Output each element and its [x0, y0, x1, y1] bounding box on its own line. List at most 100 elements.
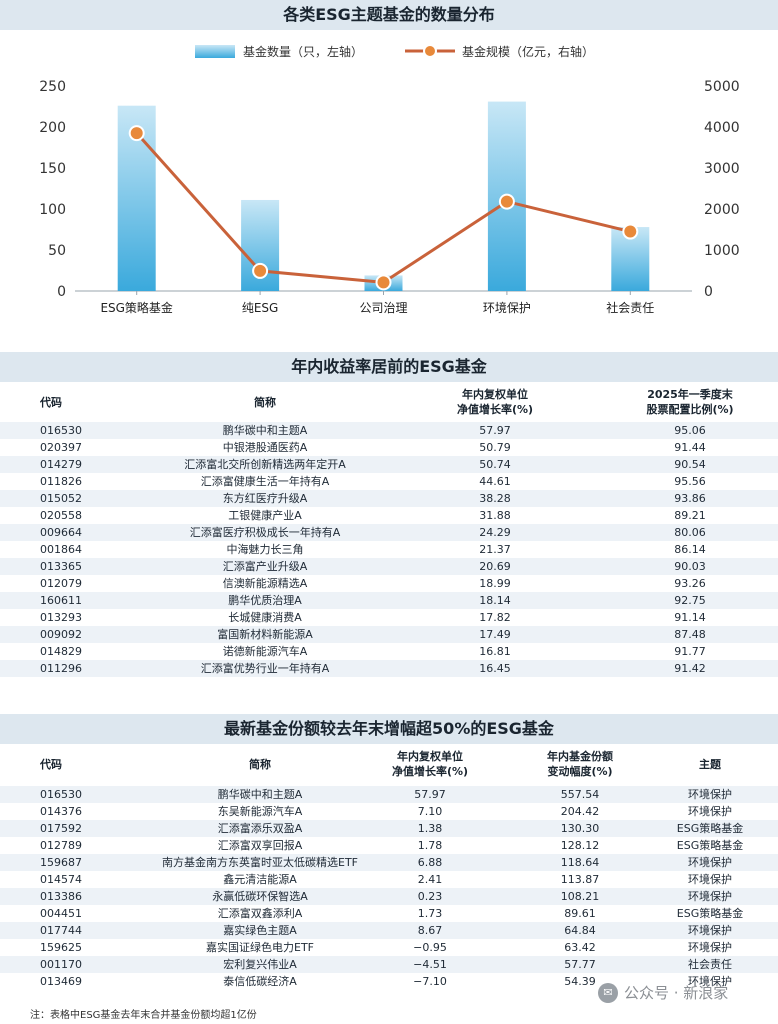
- table2-cell-chg: 57.77: [564, 958, 596, 971]
- table2-cell-name: 宏利复兴伟业A: [223, 958, 297, 971]
- table2-cell-chg: 54.39: [564, 975, 596, 988]
- table1-title: 年内收益率居前的ESG基金: [0, 352, 778, 382]
- table1-cell-ratio: 87.48: [674, 628, 706, 641]
- table1-cell-name: 富国新材料新能源A: [217, 628, 313, 641]
- table1-cell-ratio: 80.06: [674, 526, 706, 539]
- table2-cell-code: 017744: [40, 924, 82, 937]
- table2-cell-code: 159625: [40, 941, 82, 954]
- table2-cell-name: 嘉实绿色主题A: [223, 924, 297, 937]
- right-tick-label: 4000: [704, 120, 740, 136]
- table1-cell-ret: 50.79: [479, 441, 511, 454]
- table2-row: 013386 永赢低碳环保智选A 0.23 108.21 环境保护: [0, 888, 778, 905]
- table2-row: 014376 东吴新能源汽车A 7.10 204.42 环境保护: [0, 803, 778, 820]
- table1-row: 013365 汇添富产业升级A 20.69 90.03: [0, 558, 778, 575]
- x-tick-label: 公司治理: [359, 301, 407, 315]
- table2-cell-ret: 1.78: [417, 839, 443, 852]
- table2-row: 014574 鑫元清洁能源A 2.41 113.87 环境保护: [0, 871, 778, 888]
- table1-header-ret-line2: 净值增长率(%): [456, 403, 534, 416]
- table1-cell-code: 014279: [40, 458, 82, 471]
- table1-header-ret-line1: 年内复权单位: [462, 388, 528, 401]
- table1-cell-ret: 50.74: [479, 458, 511, 471]
- table1-row: 014829 诺德新能源汽车A 16.81 91.77: [0, 643, 778, 660]
- table2-cell-code: 014574: [40, 873, 82, 886]
- table1-row: 001864 中海魅力长三角 21.37 86.14: [0, 541, 778, 558]
- legend-bar-label: 基金数量（只，左轴）: [243, 44, 363, 59]
- table1-cell-ret: 16.81: [479, 645, 511, 658]
- table1-cell-code: 012079: [40, 577, 82, 590]
- table1-cell-ratio: 95.06: [674, 424, 706, 437]
- table1-cell-ret: 31.88: [479, 509, 511, 522]
- table2-cell-code: 014376: [40, 805, 82, 818]
- table2-header-chg-line2: 变动幅度(%): [547, 765, 613, 778]
- table1-cell-ratio: 92.75: [674, 594, 706, 607]
- scale-line: [135, 132, 631, 284]
- table1-cell-code: 016530: [40, 424, 82, 437]
- table2-cell-name: 汇添富双鑫添利A: [217, 907, 303, 920]
- table1-cell-ret: 18.99: [479, 577, 511, 590]
- table2-cell-chg: 118.64: [560, 856, 600, 869]
- right-tick-label: 3000: [704, 161, 740, 177]
- table1-cell-ret: 44.61: [479, 475, 511, 488]
- table1-cell-ratio: 89.21: [674, 509, 706, 522]
- table1-cell-name: 长城健康消费A: [228, 611, 302, 624]
- table2-cell-name: 永赢低碳环保智选A: [212, 890, 308, 903]
- table1-row: 013293 长城健康消费A 17.82 91.14: [0, 609, 778, 626]
- table2-cell-name: 嘉实国证绿色电力ETF: [206, 941, 314, 954]
- table2-row: 004451 汇添富双鑫添利A 1.73 89.61 ESG策略基金: [0, 905, 778, 922]
- table2-cell-chg: 63.42: [564, 941, 596, 954]
- table2-cell-name: 东吴新能源汽车A: [217, 805, 303, 818]
- table2-cell-theme: 环境保护: [688, 856, 732, 869]
- table1-row: 015052 东方红医疗升级A 38.28 93.86: [0, 490, 778, 507]
- table1-cell-code: 015052: [40, 492, 82, 505]
- table1-header: 代码 简称 年内复权单位 净值增长率(%) 2025年一季度末 股票配置比例(%…: [0, 388, 778, 420]
- x-tick-label: 社会责任: [606, 300, 654, 315]
- right-tick-label: 0: [704, 284, 713, 300]
- table2-cell-ret: −0.95: [413, 941, 447, 954]
- x-tick-label: ESG策略基金: [100, 300, 173, 315]
- table1-cell-ratio: 91.77: [674, 645, 706, 658]
- wechat-icon: ✉: [598, 982, 618, 1003]
- table2-cell-ret: 7.10: [417, 805, 443, 818]
- table1-row: 160611 鹏华优质治理A 18.14 92.75: [0, 592, 778, 609]
- table2-cell-theme: 环境保护: [688, 941, 732, 954]
- left-tick-label: 200: [39, 120, 66, 136]
- table2-cell-code: 017592: [40, 822, 82, 835]
- table1-cell-name: 鹏华优质治理A: [228, 594, 302, 607]
- table2-cell-theme: 环境保护: [688, 805, 732, 818]
- table1-header-ratio-line1: 2025年一季度末: [647, 388, 733, 401]
- table1-cell-ratio: 91.44: [674, 441, 706, 454]
- table2-cell-theme: 环境保护: [688, 890, 732, 903]
- table2-cell-chg: 89.61: [564, 907, 596, 920]
- table1-cell-code: 014829: [40, 645, 82, 658]
- table2-cell-ret: 0.23: [417, 890, 443, 903]
- table1-cell-name: 鹏华碳中和主题A: [222, 424, 308, 437]
- legend-bar-swatch: [195, 45, 235, 58]
- table2-cell-theme: 社会责任: [688, 958, 732, 971]
- table2-cell-name: 汇添富双享回报A: [217, 839, 303, 852]
- table1-cell-name: 中海魅力长三角: [226, 543, 304, 556]
- table1-row: 020397 中银港股通医药A 50.79 91.44: [0, 439, 778, 456]
- table2-row: 159625 嘉实国证绿色电力ETF −0.95 63.42 环境保护: [0, 939, 778, 956]
- table2-cell-ret: 1.38: [417, 822, 443, 835]
- table2-cell-name: 南方基金南方东英富时亚太低碳精选ETF: [162, 856, 358, 869]
- watermark: ✉ 公众号 · 新浪家: [598, 982, 728, 1003]
- table2-cell-theme: 环境保护: [688, 924, 732, 937]
- left-tick-label: 150: [39, 161, 66, 177]
- table2-cell-chg: 557.54: [560, 788, 600, 801]
- table2-cell-chg: 113.87: [560, 873, 600, 886]
- table2-cell-code: 001170: [40, 958, 82, 971]
- table2-cell-ret: 6.88: [417, 856, 443, 869]
- table1-cell-ret: 24.29: [479, 526, 511, 539]
- table2-cell-ret: −7.10: [413, 975, 447, 988]
- table1-cell-code: 013365: [40, 560, 82, 573]
- table1-cell-ret: 38.28: [479, 492, 511, 505]
- legend-line-marker: [423, 44, 437, 58]
- table2-header-chg-line1: 年内基金份额: [547, 750, 613, 763]
- table1-cell-ret: 17.82: [479, 611, 511, 624]
- table1-cell-ratio: 86.14: [674, 543, 706, 556]
- chart-title: 各类ESG主题基金的数量分布: [0, 0, 778, 30]
- table2-cell-chg: 108.21: [560, 890, 600, 903]
- table1-cell-ret: 17.49: [479, 628, 511, 641]
- table2-cell-name: 汇添富添乐双盈A: [217, 822, 303, 835]
- table1-row: 012079 信澳新能源精选A 18.99 93.26: [0, 575, 778, 592]
